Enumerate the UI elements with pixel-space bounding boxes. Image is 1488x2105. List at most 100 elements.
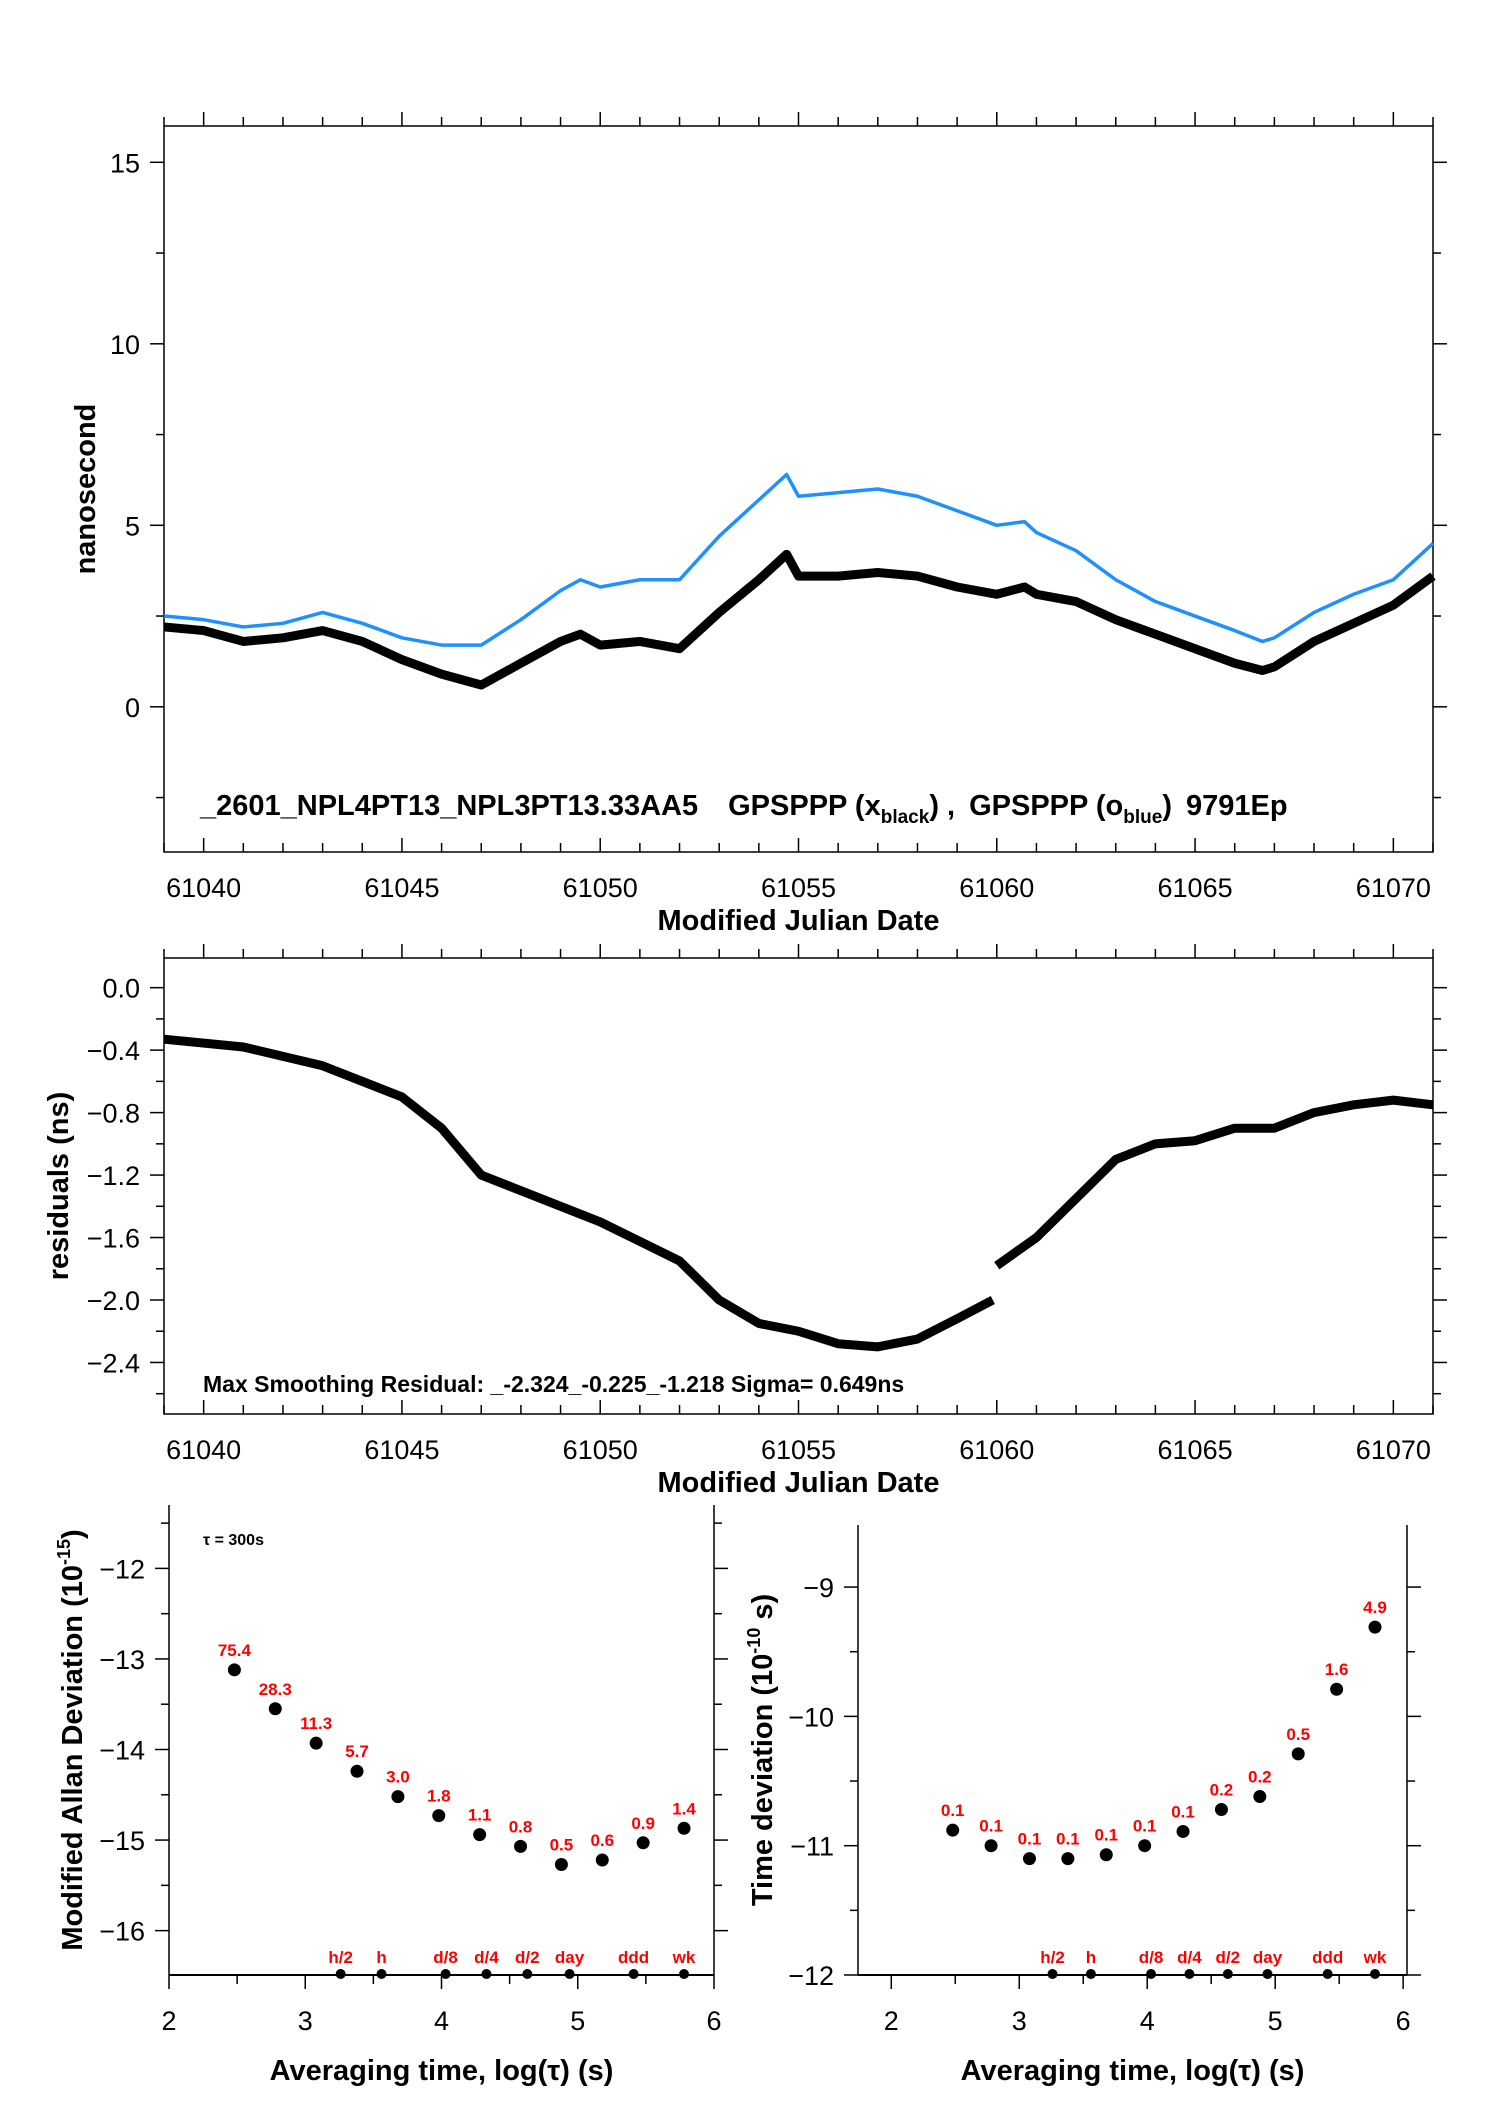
data-point: [432, 1809, 446, 1823]
point-label: 0.1: [1094, 1826, 1118, 1845]
interval-marker: [1184, 1969, 1195, 1979]
x-tick-label: 4: [1140, 2006, 1155, 2036]
x-tick-label: 61065: [1158, 1435, 1233, 1465]
y-tick-label: 10: [110, 330, 140, 360]
x-tick-label: 61060: [959, 1435, 1034, 1465]
x-tick-label: 61045: [364, 1435, 439, 1465]
data-point: [595, 1853, 609, 1867]
interval-label: h: [1086, 1948, 1096, 1967]
data-point: [514, 1839, 528, 1853]
residual-series: [994, 1095, 1434, 1270]
point-label: 75.4: [218, 1641, 252, 1660]
x-tick-label: 61065: [1158, 873, 1233, 903]
y-tick-label: −12: [788, 1961, 834, 1991]
point-label: 0.2: [1210, 1780, 1234, 1799]
tau-annotation: τ = 300s: [203, 1532, 264, 1549]
y-tick-label: −1.2: [87, 1161, 140, 1191]
y-axis-title: residuals (ns): [43, 1092, 75, 1281]
data-point: [946, 1823, 960, 1837]
x-tick-label: 61050: [563, 873, 638, 903]
y-tick-label: −0.8: [87, 1099, 140, 1129]
interval-marker: [564, 1969, 575, 1979]
y-tick-label: −9: [803, 1573, 834, 1603]
interval-marker: [1047, 1969, 1058, 1979]
x-tick-label: 3: [1012, 2006, 1027, 2036]
interval-marker: [1262, 1969, 1273, 1979]
y-tick-label: −11: [790, 1832, 834, 1862]
data-point: [1253, 1790, 1267, 1804]
data-point: [1368, 1620, 1382, 1634]
series-black: [163, 549, 1436, 690]
data-point: [1330, 1682, 1344, 1696]
interval-label: wk: [672, 1948, 696, 1967]
y-tick-label: −16: [99, 1917, 145, 1947]
data-point: [1291, 1747, 1305, 1761]
interval-label: d/4: [1177, 1948, 1202, 1967]
interval-marker: [1085, 1969, 1096, 1979]
x-tick-label: 2: [161, 2006, 176, 2036]
interval-marker: [440, 1969, 451, 1979]
y-tick-label: −1.6: [87, 1224, 140, 1254]
interval-marker: [1146, 1969, 1157, 1979]
chart-1: 61040 61045 61050 61055 61060 61065 61070 0 5 10 1…: [70, 112, 1447, 937]
data-point: [984, 1839, 998, 1853]
interval-label: ddd: [618, 1948, 649, 1967]
series-blue: [163, 472, 1435, 647]
data-point: [391, 1790, 405, 1804]
chart-4: 2 3 4 5 6 −9 −10 −11 −12 Averaging time, log(τ) (…: [744, 1525, 1421, 2087]
x-tick-label: 61040: [166, 873, 241, 903]
x-tick-label: 5: [1268, 2006, 1283, 2036]
point-label: 28.3: [259, 1680, 292, 1699]
interval-marker: [1322, 1969, 1333, 1979]
interval-label: d/2: [1216, 1948, 1241, 1967]
plot-frame: [163, 957, 1434, 1415]
interval-marker: [481, 1969, 492, 1979]
interval-marker: [1222, 1969, 1233, 1979]
y-axis-title: Modified Allan Deviation (10-15): [54, 1529, 89, 1950]
plot-frame: [163, 125, 1434, 853]
interval-label: d/2: [515, 1948, 540, 1967]
x-tick-label: 61040: [166, 1435, 241, 1465]
point-label: 0.1: [941, 1801, 965, 1820]
x-tick-label: 6: [706, 2006, 721, 2036]
data-point: [350, 1764, 364, 1778]
data-point: [227, 1663, 241, 1677]
point-label: 1.8: [427, 1787, 451, 1806]
interval-label: h: [376, 1948, 386, 1967]
interval-marker: [679, 1969, 690, 1979]
point-label: 0.5: [550, 1836, 574, 1855]
y-tick-label: −10: [788, 1702, 834, 1732]
data-point: [1214, 1802, 1228, 1816]
x-tick-label: 5: [570, 2006, 585, 2036]
x-axis-title: Averaging time, log(τ) (s): [270, 2055, 614, 2087]
y-tick-label: −2.4: [87, 1348, 140, 1378]
interval-label: h/2: [1040, 1948, 1065, 1967]
interval-label: wk: [1363, 1948, 1387, 1967]
x-tick-label: 4: [434, 2006, 449, 2036]
x-axis-title: Modified Julian Date: [658, 1467, 940, 1499]
interval-label: h/2: [328, 1948, 353, 1967]
chart-3: 2 3 4 5 6 −12 −13 −14 −15 −16 Averaging time, log(…: [54, 1505, 728, 2087]
x-tick-label: 61055: [761, 1435, 836, 1465]
y-tick-label: −13: [99, 1645, 145, 1675]
point-label: 0.8: [509, 1817, 533, 1836]
interval-label: d/8: [433, 1948, 458, 1967]
data-point: [677, 1821, 691, 1835]
x-tick-label: 2: [884, 2006, 899, 2036]
point-label: 1.4: [672, 1799, 696, 1818]
interval-label: d/4: [474, 1948, 499, 1967]
point-label: 3.0: [386, 1768, 410, 1787]
x-tick-label: 61045: [364, 873, 439, 903]
y-axis-title: nanosecond: [70, 404, 102, 575]
point-label: 0.1: [1056, 1830, 1080, 1849]
y-tick-label: −12: [99, 1554, 145, 1584]
interval-label: day: [555, 1948, 585, 1967]
point-label: 0.5: [1286, 1725, 1310, 1744]
y-tick-label: 5: [125, 511, 140, 541]
x-tick-label: 61070: [1356, 1435, 1431, 1465]
data-point: [1138, 1839, 1152, 1853]
interval-label: ddd: [1312, 1948, 1343, 1967]
data-point: [1099, 1848, 1113, 1862]
interval-marker: [335, 1969, 346, 1979]
